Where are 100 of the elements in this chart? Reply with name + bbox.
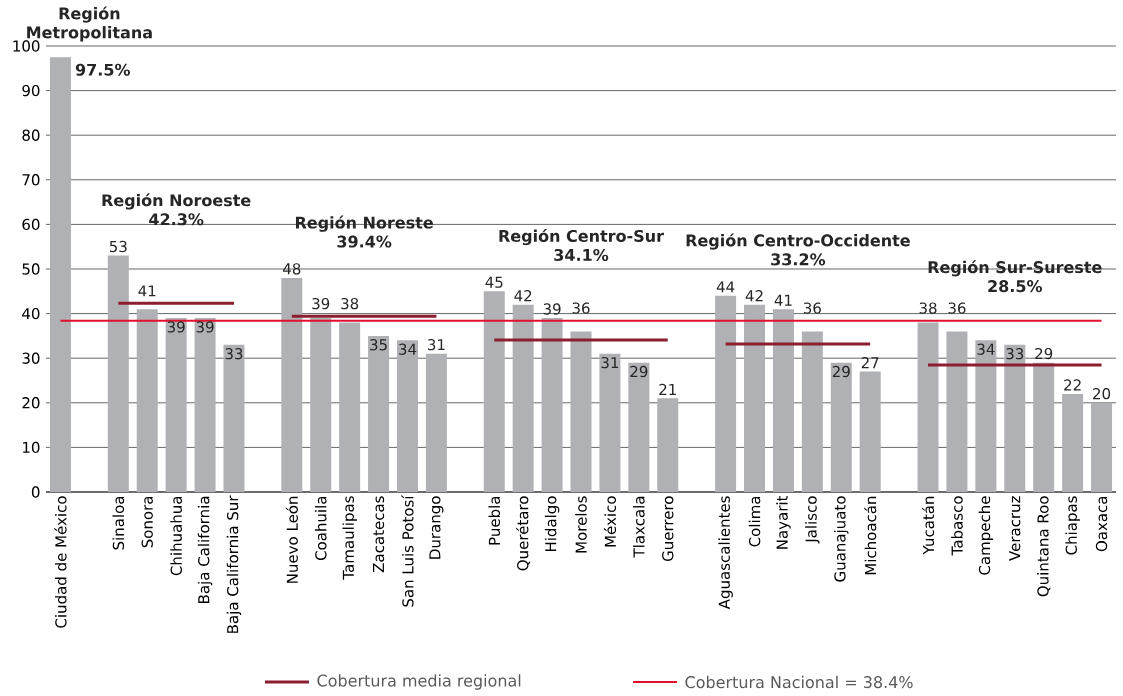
x-tick-label: Guanajuato — [834, 496, 849, 582]
bar — [715, 295, 737, 492]
x-tick-label: Baja California Sur — [226, 495, 242, 633]
y-tick-label: 50 — [22, 263, 40, 275]
bar — [107, 255, 129, 492]
data-label: 42 — [745, 290, 763, 302]
x-tick-label: Michoacán — [864, 496, 877, 575]
bar — [570, 331, 592, 492]
data-label: 39 — [312, 297, 330, 310]
data-label: 29 — [1035, 347, 1053, 360]
annotation: Región Centro-Sur — [499, 228, 664, 246]
x-tick-label: Chihuahua — [170, 496, 182, 576]
bar — [1004, 344, 1026, 492]
data-label: 34 — [399, 343, 417, 355]
data-label: 27 — [861, 357, 879, 369]
y-tick-label: 70 — [22, 174, 40, 186]
data-label: 41 — [138, 285, 156, 297]
data-label: 34 — [977, 343, 995, 355]
data-label: 36 — [948, 302, 966, 314]
data-label: 36 — [803, 302, 821, 314]
x-tick-label: Sinaloa — [112, 496, 125, 550]
x-tick-label: Baja California — [197, 496, 213, 603]
y-tick-label: 20 — [22, 397, 40, 409]
data-label: 35 — [370, 339, 387, 351]
y-tick-label: 60 — [22, 218, 40, 231]
annotation: 39.4% — [337, 235, 392, 248]
x-tick-label: Tlaxcala — [633, 496, 645, 558]
legend-label: Cobertura Nacional = 38.4% — [685, 675, 913, 689]
data-label: 53 — [109, 240, 127, 253]
bar — [281, 277, 303, 492]
bar — [917, 322, 939, 492]
x-tick-label: Nuevo León — [285, 496, 298, 583]
y-tick-label: 90 — [22, 84, 40, 97]
bar — [801, 331, 823, 492]
x-tick-label: Veracruz — [1009, 496, 1021, 561]
x-tick-label: Coahuila — [314, 496, 327, 561]
bar — [744, 304, 766, 492]
legend-label: Cobertura media regional — [317, 674, 521, 690]
x-tick-label: Guerrero — [662, 496, 674, 562]
y-tick-label: 80 — [22, 129, 40, 141]
data-label: 29 — [832, 365, 850, 378]
bar — [339, 322, 361, 492]
data-label: 29 — [630, 365, 648, 378]
annotation: Región Sur-Sureste — [928, 260, 1102, 277]
x-tick-label: San Luis Potosí — [401, 495, 414, 607]
y-tick-label: 100 — [13, 40, 40, 52]
bar — [425, 353, 447, 492]
data-label: 20 — [1093, 388, 1111, 400]
bar — [165, 318, 187, 492]
data-label: 33 — [1006, 348, 1024, 360]
annotation: 34.1% — [554, 248, 609, 261]
data-label: 44 — [716, 281, 735, 293]
annotation: Región Centro-Occidente — [686, 233, 910, 250]
x-tick-label: Hidalgo — [544, 496, 560, 552]
bar — [859, 371, 881, 492]
x-tick-label: Quintana Roo — [1037, 496, 1051, 597]
bar — [310, 318, 332, 492]
data-label: 45 — [485, 276, 503, 288]
x-tick-label: Durango — [429, 496, 444, 559]
bar — [1062, 393, 1084, 492]
x-tick-label: Querétaro — [516, 496, 531, 571]
data-label: 39 — [196, 321, 214, 333]
x-tick-label: Nayarit — [776, 495, 791, 549]
x-tick-label: Chiapas — [1065, 496, 1080, 555]
annotation: 28.5% — [988, 280, 1043, 293]
bar — [483, 291, 505, 492]
x-tick-label: México — [603, 496, 617, 547]
data-label: 41 — [774, 294, 792, 306]
annotation: Región Noroeste — [102, 193, 251, 210]
bar — [975, 340, 997, 492]
y-tick-label: 40 — [22, 307, 40, 320]
data-label: 39 — [167, 321, 185, 333]
bar — [628, 362, 650, 492]
y-tick-label: 10 — [23, 441, 40, 454]
bar — [49, 57, 71, 492]
bar — [368, 335, 390, 492]
bar — [223, 344, 245, 492]
x-tick-label: Colima — [748, 496, 761, 547]
bar — [599, 353, 621, 492]
data-label: 21 — [659, 383, 676, 395]
data-label: 38 — [919, 302, 937, 314]
x-tick-label: Sonora — [141, 496, 153, 548]
data-label: 39 — [543, 303, 561, 315]
data-label: 36 — [572, 302, 590, 314]
x-tick-label: Jalisco — [805, 496, 820, 544]
data-label: 31 — [428, 338, 445, 351]
data-label: 31 — [601, 356, 619, 369]
bar — [946, 331, 968, 492]
y-tick-label: 0 — [31, 486, 40, 498]
x-tick-label: Aguascalientes — [718, 496, 733, 610]
x-tick-label: Yucatán — [921, 496, 935, 555]
data-label: 33 — [225, 348, 243, 360]
x-tick-label: Oaxaca — [1095, 496, 1108, 552]
bar — [1091, 402, 1113, 492]
x-tick-label: Campeche — [978, 496, 994, 575]
x-tick-label: Tamaulipas — [342, 496, 357, 580]
bar — [194, 318, 216, 492]
y-tick-label: 30 — [22, 352, 40, 364]
bar — [772, 309, 794, 492]
x-tick-label: Puebla — [488, 496, 501, 545]
